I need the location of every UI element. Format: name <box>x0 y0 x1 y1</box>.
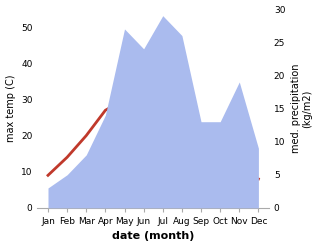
Y-axis label: med. precipitation
(kg/m2): med. precipitation (kg/m2) <box>291 64 313 153</box>
Y-axis label: max temp (C): max temp (C) <box>5 75 16 142</box>
X-axis label: date (month): date (month) <box>112 231 194 242</box>
